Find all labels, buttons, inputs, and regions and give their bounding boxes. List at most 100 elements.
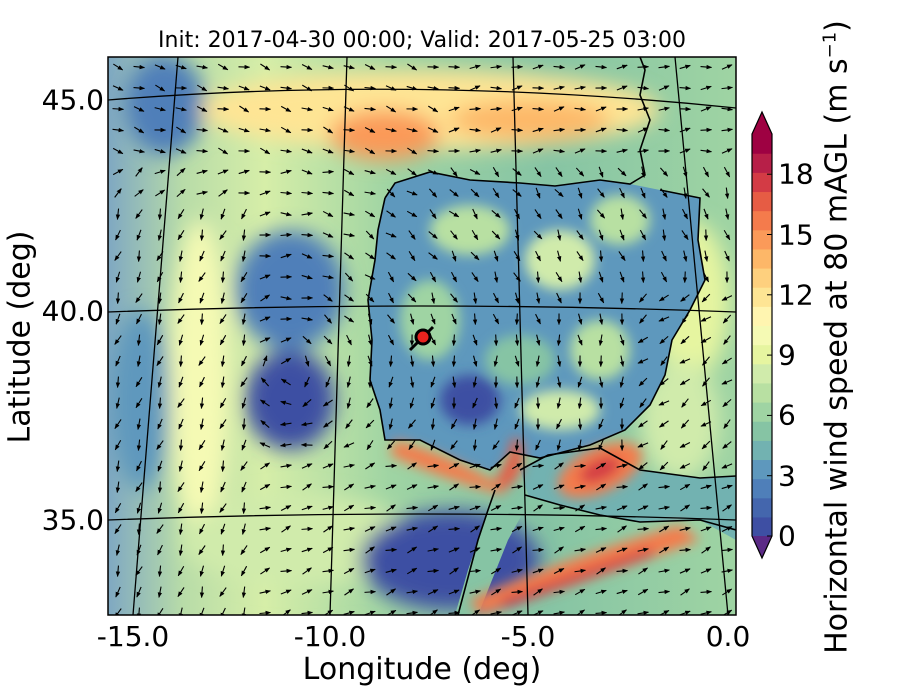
wind-arrow [472,313,478,326]
wind-arrow [618,609,627,615]
colorbar-segment [752,268,772,288]
wind-arrow [238,85,250,91]
wind-arrow [115,208,121,221]
wind-arrow [388,397,394,409]
wind-arrow [427,589,439,595]
wind-arrow [451,376,457,388]
wind-arrow [491,567,502,575]
wind-arrow [679,526,691,532]
wind-arrow [701,293,711,303]
wind-arrow [136,460,142,472]
wind-arrow [722,441,732,449]
wind-arrow [135,377,143,388]
wind-arrow [280,148,292,154]
wind-arrow [178,292,184,304]
wind-arrow [346,376,352,388]
wind-arrow [301,64,313,70]
wind-arrow [220,292,226,304]
wind-arrow [577,397,583,409]
wind-arrow [280,463,292,469]
wind-arrow [259,337,271,343]
wind-arrow [448,462,460,470]
wind-arrow [241,397,247,409]
wind-arrow [220,481,226,493]
wind-arrow [428,252,438,260]
wind-arrow [533,230,543,240]
y-axis-label: Latitude (deg) [2,230,38,444]
wind-arrow [472,334,478,346]
wind-arrow [112,85,124,91]
wind-arrow [596,462,607,470]
wind-arrow [596,483,607,491]
wind-arrow [430,439,436,451]
wind-arrow [343,610,355,615]
wind-arrow [595,505,607,511]
wind-arrow [721,463,733,469]
wind-arrow [659,546,670,554]
wind-arrow [178,334,184,346]
wind-arrow [301,505,313,511]
wind-arrow [260,63,271,71]
wind-arrow [619,334,625,346]
wind-arrow [448,526,461,532]
wind-arrow [616,148,628,154]
wind-arrow [135,293,143,303]
wind-arrow [596,209,606,219]
colorbar-segment [752,287,772,307]
wind-arrow [471,272,479,282]
wind-arrow [450,167,458,177]
wind-arrow [616,463,628,469]
wind-arrow [637,336,649,344]
wind-arrow [702,166,710,178]
wind-arrow [385,127,397,133]
wind-arrow [387,334,395,346]
wind-arrow [451,355,457,368]
wind-arrow [368,334,373,346]
wind-arrow [721,526,733,532]
wind-arrow [472,208,478,220]
wind-arrow [280,337,292,343]
wind-arrow [721,148,733,154]
wind-arrow [721,295,733,301]
wind-arrow [448,127,460,133]
wind-arrow [136,313,142,325]
wind-arrow [637,148,649,154]
wind-arrow [511,505,523,511]
wind-arrow [490,148,502,154]
wind-arrow [198,461,206,472]
wind-arrow [198,272,206,282]
wind-arrow [155,84,166,92]
wind-arrow [343,526,355,532]
wind-arrow [553,568,565,574]
wind-arrow [323,335,333,345]
wind-arrow [679,64,691,70]
wind-arrow [616,484,629,490]
wind-arrow [388,355,394,368]
wind-arrow [386,252,396,260]
wind-arrow [556,376,562,388]
wind-arrow [136,418,142,430]
wind-arrow [219,397,227,409]
wind-arrow [574,64,586,70]
wind-arrow [577,334,583,346]
wind-arrow [448,547,460,553]
wind-arrow [490,504,502,512]
wind-arrow [386,188,396,198]
wind-arrow [618,251,626,261]
wind-arrow [196,106,208,112]
wind-arrow [556,355,562,367]
wind-arrow [364,505,377,511]
wind-arrow [157,418,163,430]
wind-arrow [679,442,691,448]
wind-arrow [136,229,142,241]
wind-arrow [616,85,628,91]
wind-arrow [157,544,163,556]
wind-arrow [406,128,418,133]
wind-arrow [512,168,522,176]
wind-arrow [575,167,585,177]
wind-arrow [555,272,563,283]
wind-arrow [136,250,142,263]
wind-arrow [346,397,352,409]
wind-arrow [280,295,292,301]
